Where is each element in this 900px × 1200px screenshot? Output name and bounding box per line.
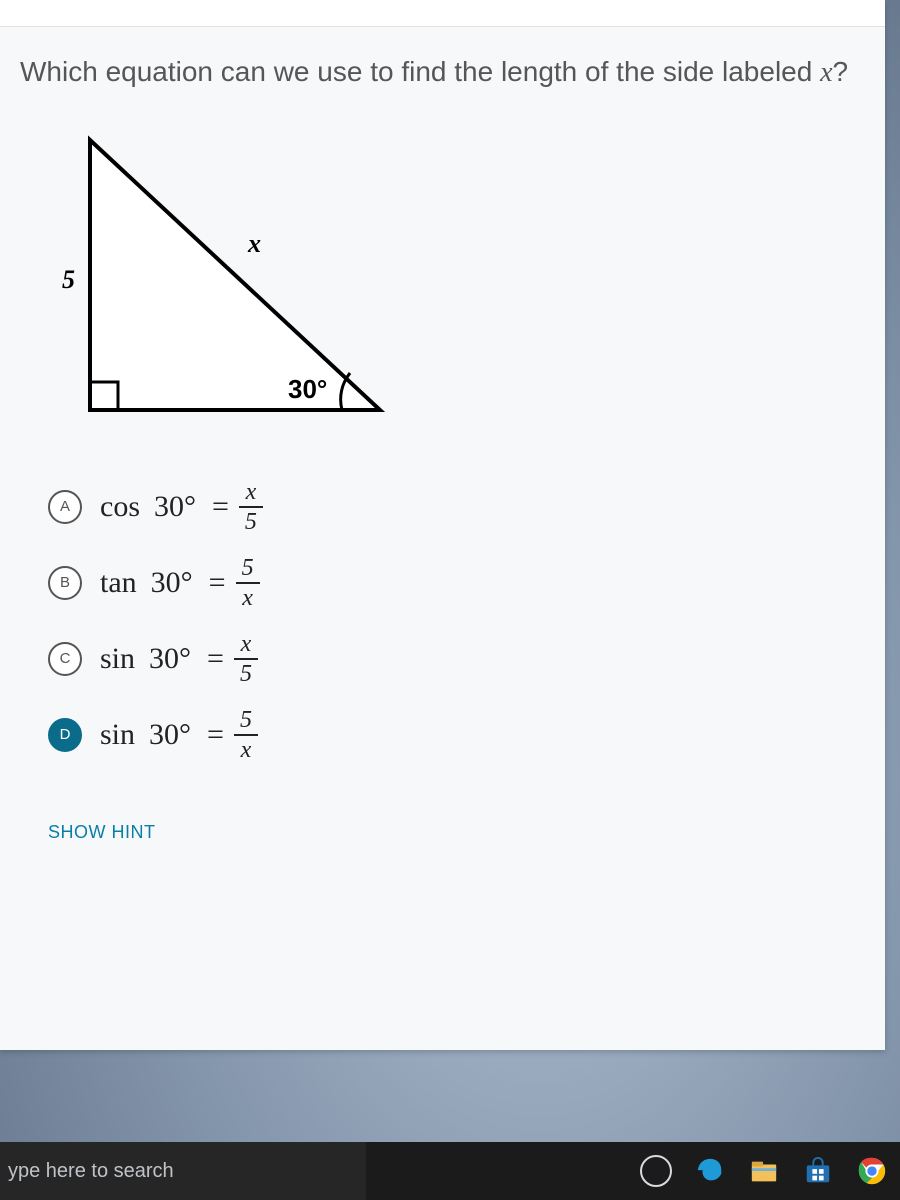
taskbar-tray bbox=[634, 1149, 900, 1193]
option-num-b: 5 bbox=[236, 556, 260, 580]
option-a[interactable]: A cos 30° = x 5 bbox=[48, 480, 865, 534]
option-expr-b: tan 30° = 5 x bbox=[100, 556, 260, 610]
fraction-bar bbox=[236, 582, 260, 584]
option-expr-a: cos 30° = x 5 bbox=[100, 480, 263, 534]
option-den-a: 5 bbox=[239, 510, 263, 534]
question-suffix: ? bbox=[833, 56, 849, 87]
triangle-shape bbox=[90, 140, 380, 410]
equals-sign: = bbox=[207, 642, 224, 676]
option-num-c: x bbox=[235, 632, 258, 656]
option-b[interactable]: B tan 30° = 5 x bbox=[48, 556, 865, 610]
options-list: A cos 30° = x 5 B tan bbox=[48, 480, 865, 762]
question-text: Which equation can we use to find the le… bbox=[20, 53, 865, 92]
option-c[interactable]: C sin 30° = x 5 bbox=[48, 632, 865, 686]
option-func-a: cos bbox=[100, 490, 140, 524]
option-bubble-c: C bbox=[48, 642, 82, 676]
question-variable: x bbox=[820, 57, 832, 88]
side-label-5: 5 bbox=[62, 265, 75, 294]
option-bubble-d: D bbox=[48, 718, 82, 752]
option-func-b: tan bbox=[100, 566, 137, 600]
file-explorer-svg-icon bbox=[749, 1156, 779, 1186]
option-den-d: x bbox=[235, 738, 258, 762]
taskbar-search[interactable]: ype here to search bbox=[0, 1142, 366, 1200]
screen-root: Which equation can we use to find the le… bbox=[0, 0, 900, 1200]
option-bubble-b: B bbox=[48, 566, 82, 600]
option-den-c: 5 bbox=[234, 662, 258, 686]
chrome-svg-icon bbox=[857, 1156, 887, 1186]
option-frac-d: 5 x bbox=[234, 708, 258, 762]
angle-label-30: 30° bbox=[288, 374, 327, 404]
option-frac-b: 5 x bbox=[236, 556, 260, 610]
option-func-c: sin bbox=[100, 642, 135, 676]
option-frac-c: x 5 bbox=[234, 632, 258, 686]
edge-icon[interactable] bbox=[688, 1149, 732, 1193]
option-func-d: sin bbox=[100, 718, 135, 752]
fraction-bar bbox=[239, 506, 263, 508]
content-area: Which equation can we use to find the le… bbox=[0, 27, 885, 843]
triangle-svg: 5 x 30° bbox=[50, 120, 410, 440]
store-icon[interactable] bbox=[796, 1149, 840, 1193]
window-top-strip bbox=[0, 0, 885, 27]
option-num-d: 5 bbox=[234, 708, 258, 732]
file-explorer-icon[interactable] bbox=[742, 1149, 786, 1193]
edge-svg-icon bbox=[695, 1156, 725, 1186]
option-angle-a: 30° bbox=[154, 490, 196, 524]
show-hint-button[interactable]: SHOW HINT bbox=[48, 822, 865, 843]
taskbar: ype here to search bbox=[0, 1142, 900, 1200]
side-label-x: x bbox=[247, 229, 261, 258]
chrome-icon[interactable] bbox=[850, 1149, 894, 1193]
option-expr-c: sin 30° = x 5 bbox=[100, 632, 258, 686]
option-num-a: x bbox=[240, 480, 263, 504]
option-bubble-a: A bbox=[48, 490, 82, 524]
option-den-b: x bbox=[236, 586, 259, 610]
equals-sign: = bbox=[207, 718, 224, 752]
equals-sign: = bbox=[212, 490, 229, 524]
cortana-icon[interactable] bbox=[634, 1149, 678, 1193]
option-d[interactable]: D sin 30° = 5 x bbox=[48, 708, 865, 762]
option-angle-d: 30° bbox=[149, 718, 191, 752]
fraction-bar bbox=[234, 734, 258, 736]
option-frac-a: x 5 bbox=[239, 480, 263, 534]
store-svg-icon bbox=[803, 1156, 833, 1186]
question-prefix: Which equation can we use to find the le… bbox=[20, 56, 820, 87]
taskbar-search-text: ype here to search bbox=[8, 1160, 174, 1183]
equals-sign: = bbox=[209, 566, 226, 600]
option-angle-c: 30° bbox=[149, 642, 191, 676]
option-angle-b: 30° bbox=[151, 566, 193, 600]
cortana-ring-icon bbox=[640, 1155, 672, 1187]
option-expr-d: sin 30° = 5 x bbox=[100, 708, 258, 762]
triangle-figure: 5 x 30° bbox=[50, 120, 410, 440]
fraction-bar bbox=[234, 658, 258, 660]
quiz-window: Which equation can we use to find the le… bbox=[0, 0, 885, 1050]
